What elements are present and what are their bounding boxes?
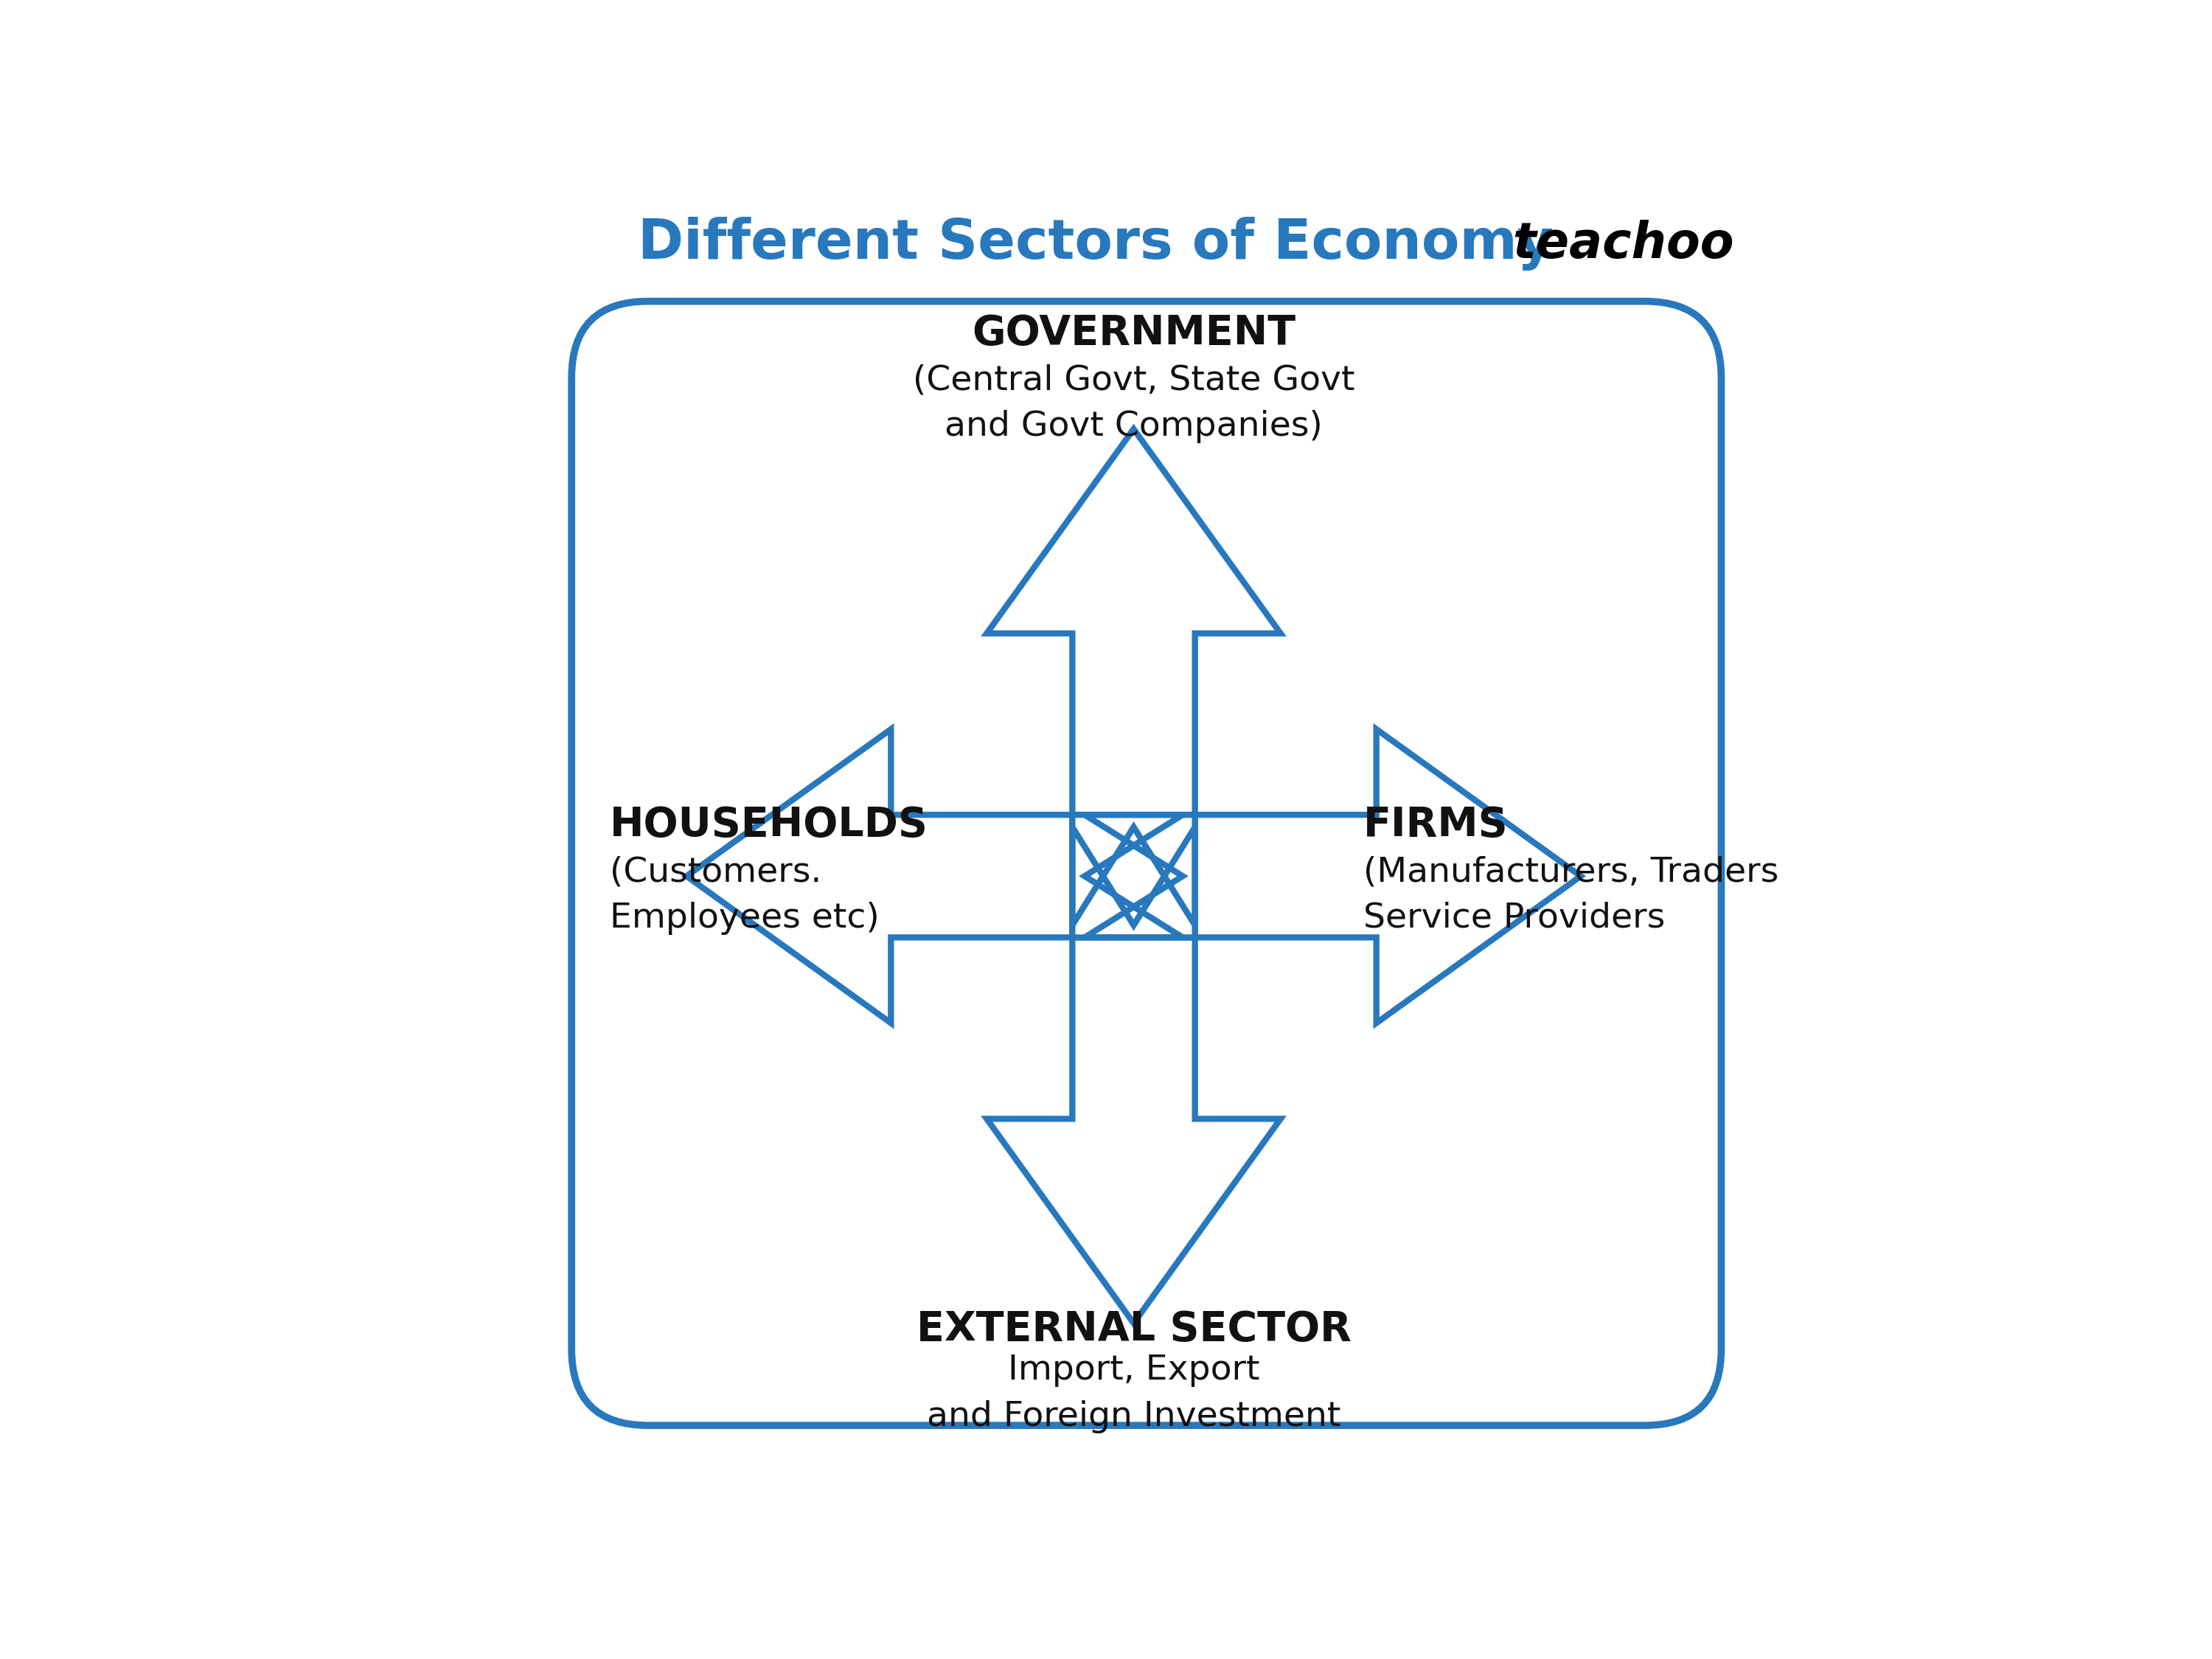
Text: GOVERNMENT: GOVERNMENT: [971, 314, 1296, 353]
Text: Different Sectors of Economy: Different Sectors of Economy: [637, 217, 1553, 270]
Text: FIRMS: FIRMS: [1363, 805, 1509, 844]
Text: teachoo: teachoo: [1513, 219, 1734, 269]
Text: HOUSEHOLDS: HOUSEHOLDS: [611, 805, 929, 844]
Text: (Central Govt, State Govt
and Govt Companies): (Central Govt, State Govt and Govt Compa…: [914, 363, 1354, 443]
Text: EXTERNAL SECTOR: EXTERNAL SECTOR: [916, 1309, 1352, 1349]
Text: (Customers.
Employees etc): (Customers. Employees etc): [611, 856, 880, 936]
Text: Import, Export
and Foreign Investment: Import, Export and Foreign Investment: [927, 1354, 1340, 1433]
FancyBboxPatch shape: [571, 302, 1721, 1425]
Text: (Manufacturers, Traders
Service Providers: (Manufacturers, Traders Service Provider…: [1363, 856, 1778, 936]
